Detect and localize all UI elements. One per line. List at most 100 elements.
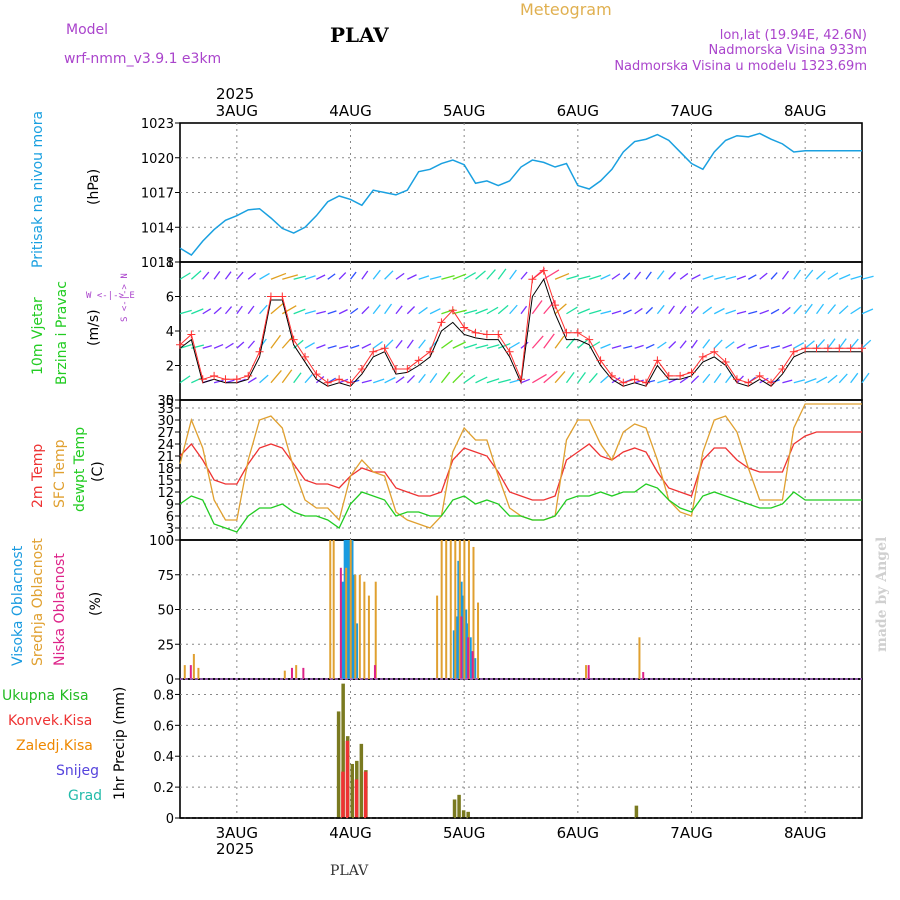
wind-arrow bbox=[214, 271, 220, 279]
wind-arrow bbox=[225, 343, 233, 348]
precip-total-bar bbox=[457, 795, 461, 818]
wind-arrow bbox=[794, 305, 802, 314]
wind-arrow bbox=[225, 272, 231, 280]
wind-arrow bbox=[419, 374, 426, 383]
wind-arrow bbox=[703, 276, 713, 280]
wind-arrow bbox=[373, 270, 380, 279]
wind-gust-point bbox=[562, 329, 570, 337]
wind-arrow bbox=[680, 341, 686, 349]
wind-arrow bbox=[760, 310, 769, 313]
y-tick-label: 75 bbox=[157, 569, 174, 584]
footer-station: PLAV bbox=[330, 863, 369, 879]
wind-arrow bbox=[248, 341, 254, 348]
wind-arrow bbox=[476, 345, 489, 348]
cloud-low-bar bbox=[467, 637, 469, 679]
wind-arrow bbox=[407, 306, 414, 313]
wind-arrow bbox=[396, 273, 404, 279]
wind-arrow bbox=[396, 306, 402, 314]
pressure-ylabel: Pritisak na nivou mora bbox=[30, 111, 46, 268]
wind-arrow bbox=[692, 340, 698, 348]
wind-arrow bbox=[419, 276, 429, 279]
wind-arrow bbox=[623, 346, 632, 348]
wind-arrow bbox=[362, 307, 369, 314]
wind-arrow bbox=[498, 269, 506, 279]
wind-arrow bbox=[498, 380, 510, 383]
wind-arrow bbox=[362, 380, 372, 383]
pressure-series bbox=[180, 133, 862, 255]
wind-arrow bbox=[703, 339, 710, 348]
legend-hail: Grad bbox=[68, 788, 102, 804]
y-tick-label: 1014 bbox=[141, 221, 174, 236]
wind-arrow bbox=[692, 307, 699, 314]
wind-arrow bbox=[510, 380, 521, 383]
wind-arrow bbox=[737, 344, 745, 348]
wind-arrow bbox=[703, 374, 710, 383]
cloud-low-bar bbox=[340, 568, 342, 679]
wind-arrow bbox=[566, 372, 574, 382]
cloud-mid-bar bbox=[477, 603, 479, 679]
wind-arrow bbox=[316, 275, 325, 279]
wind-arrow bbox=[544, 371, 558, 382]
wind-arrow bbox=[203, 309, 211, 314]
cloud-low-bar bbox=[291, 668, 293, 679]
cloud-ylabel-high: Visoka Oblacnost bbox=[10, 545, 26, 666]
cloud-mid-bar bbox=[197, 668, 199, 679]
wind-arrow bbox=[453, 274, 466, 279]
wind-arrow bbox=[260, 375, 269, 383]
wind-arrow bbox=[476, 309, 488, 314]
wind-arrow bbox=[566, 307, 577, 314]
precip-ylabel: 1hr Precip (mm) bbox=[112, 687, 128, 800]
top-day-label: 3AUG bbox=[216, 102, 258, 120]
wind-arrow bbox=[737, 311, 746, 313]
temp-ticks: 0369121518212427303335 bbox=[157, 394, 180, 549]
precip-conv-bar bbox=[341, 772, 345, 818]
wind-arrow bbox=[214, 307, 221, 313]
cloud-mid-bar bbox=[436, 596, 438, 679]
precip-total-bar bbox=[351, 764, 355, 818]
legend-frz: Zaledj.Kisa bbox=[16, 738, 93, 754]
top-day-labels: 3AUG 4AUG 5AUG 6AUG 7AUG 8AUG bbox=[216, 102, 827, 120]
wind-arrow bbox=[680, 273, 688, 279]
wind-arrow bbox=[851, 307, 861, 313]
model-label: Model bbox=[66, 22, 108, 38]
grid-lines bbox=[180, 123, 862, 818]
wind-gust-point bbox=[790, 348, 798, 356]
cloud-mid-bar bbox=[284, 671, 286, 679]
wind-arrow bbox=[282, 336, 293, 348]
wind-arrow bbox=[714, 276, 725, 279]
wind-arrow bbox=[351, 308, 358, 313]
wind-arrow bbox=[623, 273, 630, 279]
wind-arrow bbox=[805, 304, 812, 314]
cloud-mid-bar bbox=[368, 596, 370, 679]
wind-arrow bbox=[589, 373, 597, 382]
wind-arrow bbox=[817, 377, 827, 383]
y-tick-label: 0.8 bbox=[153, 688, 174, 703]
wind-arrow bbox=[453, 373, 463, 383]
wind-arrow bbox=[589, 275, 601, 279]
y-tick-label: 1017 bbox=[141, 187, 174, 202]
wind-arrow bbox=[339, 273, 346, 280]
wind-arrow bbox=[373, 342, 382, 349]
meteogram: Model wrf-nmm_v3.9.1 e3km PLAV Meteogram… bbox=[0, 0, 900, 900]
wind-arrow bbox=[328, 274, 335, 279]
top-day-label: 6AUG bbox=[557, 102, 599, 120]
dewpt-temp-line bbox=[180, 484, 862, 532]
wind-arrow bbox=[248, 273, 255, 279]
wind-arrow bbox=[351, 272, 357, 279]
wind-arrow bbox=[760, 346, 769, 348]
wind-arrow bbox=[316, 345, 325, 349]
wind-arrow bbox=[805, 341, 814, 348]
precip-conv-bar bbox=[346, 741, 350, 818]
y-tick-label: 25 bbox=[157, 638, 174, 653]
top-day-label: 7AUG bbox=[670, 102, 712, 120]
cloud-mid-bar bbox=[441, 540, 443, 679]
wind-gust-point bbox=[756, 372, 764, 380]
wind-arrow bbox=[385, 378, 396, 383]
wind-arrow bbox=[828, 339, 835, 349]
wind-gust-point bbox=[506, 348, 514, 356]
wind-arrow bbox=[487, 379, 499, 383]
lonlat: lon,lat (19.94E, 42.6N) bbox=[720, 28, 867, 43]
wind-arrow bbox=[260, 305, 268, 314]
wind-arrow bbox=[373, 305, 380, 314]
wind-arrow bbox=[839, 374, 847, 383]
